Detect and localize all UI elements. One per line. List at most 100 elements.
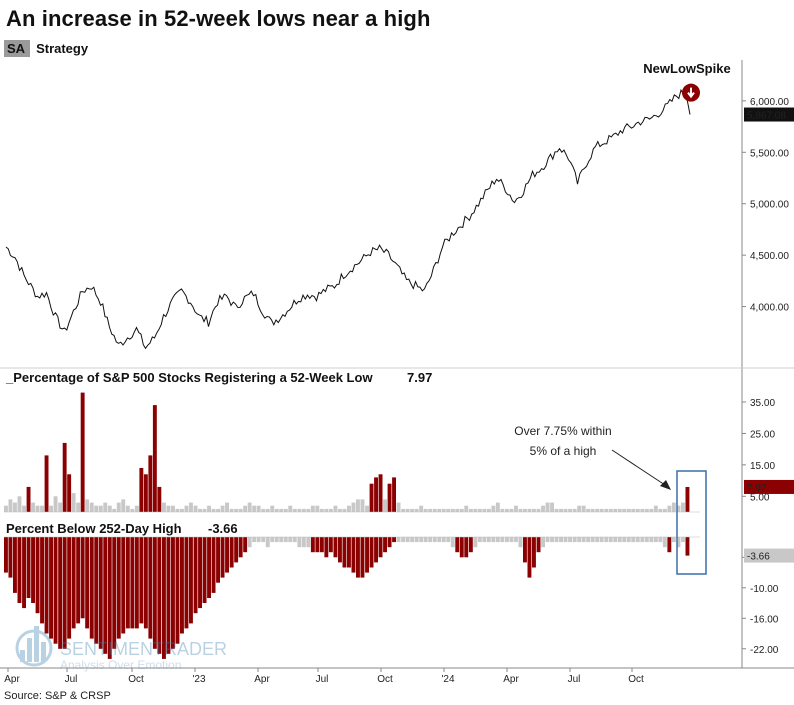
below-bar xyxy=(103,537,108,654)
below-bar xyxy=(477,537,482,543)
lows-bar xyxy=(13,502,17,512)
below-bar xyxy=(198,537,202,609)
below-bar xyxy=(229,537,234,568)
legend: SA Strategy xyxy=(4,40,88,57)
below-bar xyxy=(374,537,378,563)
lows-bar xyxy=(62,442,67,512)
watermark-logo-bar xyxy=(41,642,46,662)
lows-bar xyxy=(423,508,428,512)
lows-bar xyxy=(225,502,229,512)
below-bar xyxy=(220,537,225,578)
lows-bar xyxy=(134,505,139,512)
lows-bar xyxy=(324,508,329,512)
below-bar xyxy=(301,537,306,548)
below-bar xyxy=(532,537,536,568)
lows-bar xyxy=(85,499,90,512)
lows-bar xyxy=(274,508,279,512)
lows-bar xyxy=(414,508,419,512)
lows-ytick-label: 5.00 xyxy=(750,492,770,503)
below-bar xyxy=(635,537,640,543)
below-bar xyxy=(455,537,460,553)
lows-bar xyxy=(410,508,415,512)
lows-bar xyxy=(653,505,658,512)
below-bar xyxy=(238,537,243,558)
arrow-head-icon xyxy=(660,480,671,490)
lows-bar xyxy=(121,499,126,512)
lows-bar xyxy=(207,505,211,512)
lows-bar xyxy=(532,508,536,512)
price-last-badge xyxy=(744,107,794,122)
signal-label: NewLowSpike xyxy=(643,61,730,76)
lows-ytick-label: 15.00 xyxy=(750,461,775,472)
below-bar xyxy=(175,537,180,644)
lows-bar xyxy=(401,508,406,512)
lows-bar xyxy=(306,508,311,512)
lows-bar xyxy=(563,508,568,512)
below-bar xyxy=(450,537,455,548)
below-bar xyxy=(604,537,609,543)
below-bar xyxy=(306,537,311,548)
below-bar xyxy=(13,537,17,593)
watermark-logo-bar xyxy=(34,626,39,662)
below-bar xyxy=(333,537,338,558)
lows-bar xyxy=(428,508,433,512)
below-bar xyxy=(518,537,523,548)
watermark-tagline: Analysis Over Emotion xyxy=(60,658,181,672)
lows-bar xyxy=(166,505,171,512)
lows-bar xyxy=(599,508,604,512)
below-bar xyxy=(495,537,500,543)
below-bar xyxy=(581,537,586,543)
watermark-logo-bar xyxy=(27,638,32,662)
lows-bar xyxy=(482,508,487,512)
lows-bar xyxy=(554,508,559,512)
lows-bar xyxy=(486,508,491,512)
legend-label: Strategy xyxy=(36,41,89,56)
lows-bar xyxy=(342,508,347,512)
below-bar xyxy=(536,537,541,553)
below-bar xyxy=(446,537,451,543)
lows-bar xyxy=(640,508,645,512)
lows-bar xyxy=(396,502,401,512)
below-bar xyxy=(356,537,360,578)
lows-bar xyxy=(261,508,266,512)
lows-bar xyxy=(49,505,53,512)
below-bar xyxy=(26,537,31,598)
lows-bar xyxy=(491,505,496,512)
lows-bar xyxy=(405,508,410,512)
below-bar xyxy=(423,537,428,543)
lows-bar xyxy=(369,483,374,512)
lows-bar xyxy=(234,508,239,512)
lows-bar xyxy=(681,502,685,512)
below-ytick-label: -10.00 xyxy=(750,584,779,595)
lows-bar xyxy=(184,505,189,512)
below-bar xyxy=(125,537,130,629)
lows-bar xyxy=(477,508,482,512)
below-bar xyxy=(130,537,135,629)
below-bar xyxy=(631,537,636,543)
below-bar xyxy=(265,537,270,548)
x-tick-label: Apr xyxy=(503,674,519,685)
x-tick-label: Jul xyxy=(316,674,329,685)
lows-bar xyxy=(338,508,342,512)
lows-bar xyxy=(550,502,554,512)
below-bar xyxy=(243,537,248,553)
lows-bar xyxy=(518,508,523,512)
below-bar xyxy=(171,537,175,649)
lows-bar xyxy=(685,487,690,512)
below-bar xyxy=(319,537,324,553)
lows-bar xyxy=(608,508,613,512)
below-bar xyxy=(31,537,35,603)
lows-bar xyxy=(577,505,582,512)
below-bar xyxy=(283,537,288,543)
lows-bar xyxy=(545,502,550,512)
below-bar xyxy=(626,537,631,543)
lows-bar xyxy=(139,468,144,512)
lows-bar xyxy=(604,508,609,512)
lows-bar xyxy=(635,508,640,512)
source-note: Source: S&P & CRSP xyxy=(4,690,111,702)
down-arrow-icon xyxy=(687,87,695,99)
below-bar xyxy=(514,537,518,543)
lows-bar xyxy=(283,508,288,512)
below-bar xyxy=(67,537,72,639)
below-bar xyxy=(342,537,347,568)
